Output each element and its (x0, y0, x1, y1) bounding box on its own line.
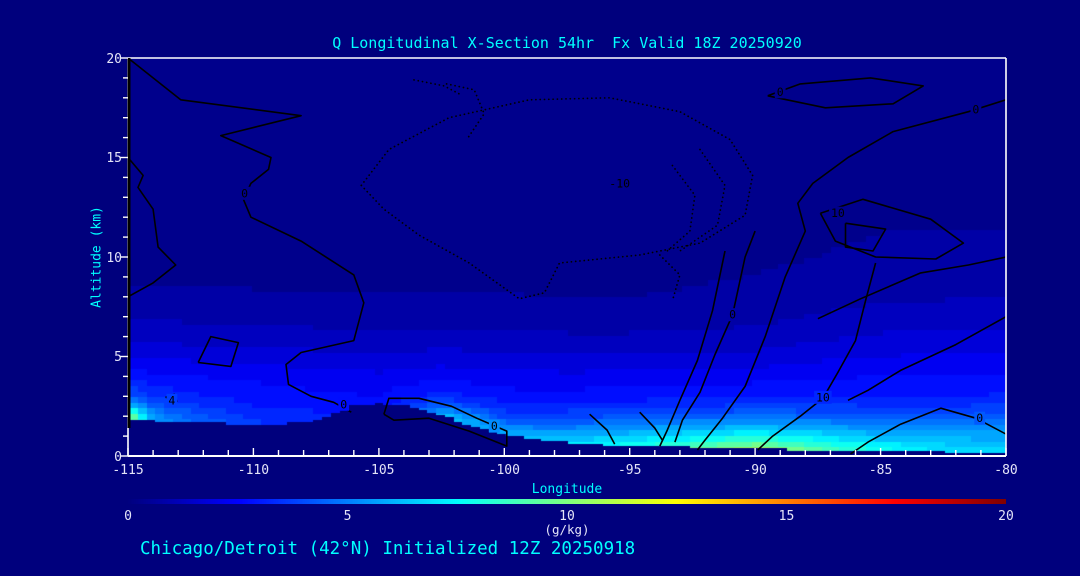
y-tick-label: 15 (106, 151, 122, 166)
x-tick-label: -95 (617, 463, 642, 478)
x-tick-label: -110 (237, 463, 270, 478)
x-tick-label: -100 (488, 463, 520, 478)
y-tick-label: 5 (114, 350, 122, 365)
init-caption: Chicago/Detroit (42°N) Initialized 12Z 2… (140, 539, 636, 559)
x-tick-label: -80 (994, 463, 1018, 478)
colorbar-units: (g/kg) (544, 522, 590, 537)
y-tick-label: 10 (106, 250, 122, 266)
colorbar-tick-label: 5 (343, 509, 352, 524)
colorbar (128, 499, 1006, 504)
chart-title: Q Longitudinal X-Section 54hr Fx Valid 1… (332, 34, 802, 52)
y-axis-title: Altitude (km) (89, 206, 105, 308)
colorbar-tick-label: 15 (778, 509, 795, 524)
x-tick-label: -90 (743, 463, 767, 478)
x-axis-title: Longitude (531, 482, 603, 497)
y-tick-label: 20 (106, 51, 122, 67)
colorbar-tick-label: 20 (998, 509, 1014, 524)
x-tick-label: -85 (868, 463, 893, 478)
q-cross-section-plot (128, 58, 1006, 456)
x-tick-label: -105 (363, 463, 395, 478)
colorbar-tick-label: 10 (559, 509, 575, 524)
colorbar-tick-label: 0 (124, 509, 132, 524)
y-tick-label: 0 (114, 449, 122, 465)
x-tick-label: -115 (112, 463, 144, 478)
